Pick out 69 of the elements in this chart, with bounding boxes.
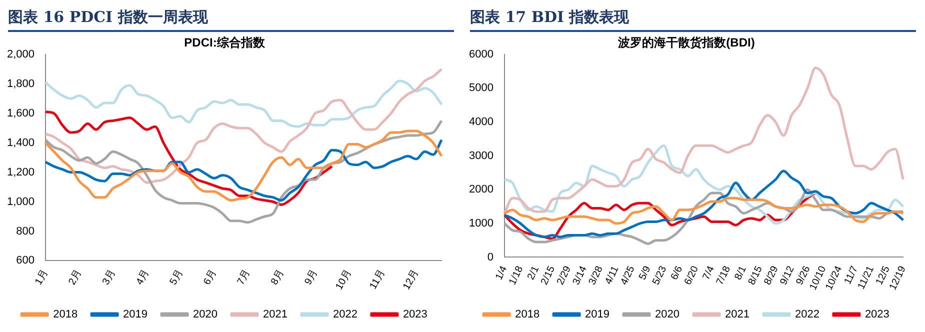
x-tick-label: 11月: [368, 268, 388, 292]
y-tick-label: 4000: [468, 116, 494, 128]
x-tick-label: 6/6: [669, 264, 686, 282]
chart-title: 图表 16 PDCI 指数一周表现: [8, 4, 454, 32]
legend-label: 2023: [864, 308, 890, 321]
y-tick-label: 0: [487, 251, 494, 264]
legend-label: 2018: [515, 308, 540, 321]
line-series: [44, 80, 443, 128]
legend-label: 2021: [725, 308, 750, 321]
y-tick-label: 800: [16, 225, 35, 238]
chart-subtitle: PDCI:综合指数: [184, 36, 266, 50]
line-series: [503, 170, 904, 238]
x-tick-label: 9月: [302, 268, 320, 288]
x-tick-label: 10月: [334, 268, 354, 292]
x-tick-label: 5/23: [650, 264, 670, 287]
legend-label: 2020: [655, 308, 680, 321]
y-tick-label: 1,800: [6, 78, 35, 90]
y-tick-label: 2000: [468, 184, 494, 196]
line-series: [503, 66, 904, 215]
x-tick-label: 1/4: [494, 264, 510, 282]
x-tick-label: 7/4: [701, 264, 718, 282]
x-tick-label: 9/12: [778, 264, 797, 287]
legend-label: 2022: [332, 308, 358, 321]
y-tick-label: 1,400: [6, 136, 35, 149]
legend-label: 2020: [193, 308, 218, 321]
line-series: [44, 110, 334, 206]
line-series: [44, 68, 443, 184]
x-tick-label: 2/1: [526, 264, 542, 282]
x-tick-label: 1月: [33, 268, 51, 288]
x-tick-label: 4月: [134, 268, 152, 288]
x-tick-label: 3月: [100, 268, 118, 288]
x-tick-label: 3/28: [587, 264, 606, 287]
legend-label: 2023: [402, 308, 428, 321]
legend-label: 2021: [263, 308, 288, 321]
x-tick-label: 11/21: [856, 264, 877, 292]
x-tick-label: 3/14: [571, 264, 590, 287]
x-tick-label: 12月: [401, 268, 422, 292]
y-tick-label: 600: [16, 254, 35, 267]
x-tick-label: 1/18: [507, 264, 526, 287]
x-tick-label: 7/18: [714, 264, 734, 287]
y-tick-label: 1,000: [6, 196, 35, 208]
x-tick-label: 2/29: [555, 264, 574, 287]
x-tick-label: 12/19: [888, 264, 909, 292]
x-tick-label: 10/24: [824, 264, 845, 292]
x-tick-label: 5月: [168, 268, 186, 288]
legend-label: 2022: [794, 308, 820, 321]
chart-title: 图表 17 BDI 指数表现: [470, 4, 916, 32]
x-tick-label: 8/1: [732, 264, 750, 282]
y-tick-label: 1,600: [6, 107, 35, 120]
x-tick-label: 5/9: [637, 264, 654, 282]
y-tick-label: 5000: [468, 82, 494, 94]
y-tick-label: 3000: [468, 150, 494, 162]
y-tick-label: 1,200: [6, 166, 35, 178]
y-tick-label: 2,000: [6, 48, 35, 60]
legend-label: 2018: [53, 308, 78, 321]
y-tick-label: 6000: [468, 48, 494, 60]
legend-label: 2019: [123, 308, 148, 321]
chart-subtitle: 波罗的海干散货指数(BDI): [617, 36, 755, 50]
line-series: [503, 196, 904, 225]
x-tick-label: 6/20: [682, 264, 702, 287]
x-tick-label: 2月: [66, 268, 84, 288]
y-tick-label: 1000: [468, 217, 494, 230]
x-tick-label: 2/15: [539, 264, 558, 287]
legend-label: 2019: [585, 308, 610, 321]
x-tick-label: 7月: [236, 268, 253, 288]
x-tick-label: 4/25: [618, 264, 638, 287]
x-tick-label: 6月: [202, 268, 220, 288]
x-tick-label: 4/11: [603, 264, 622, 286]
x-tick-label: 8月: [269, 268, 286, 288]
